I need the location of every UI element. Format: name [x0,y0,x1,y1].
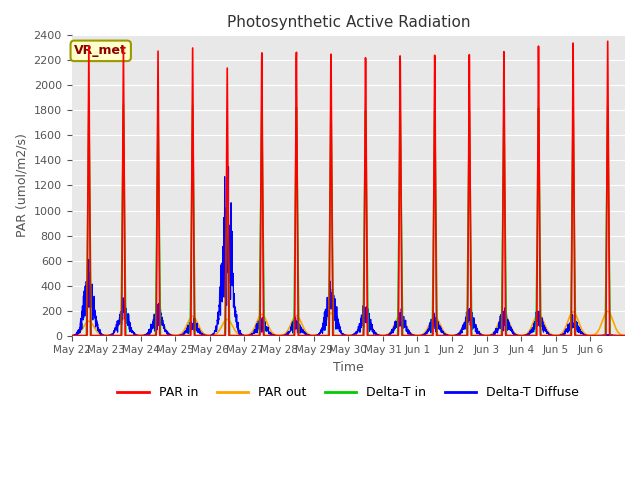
Y-axis label: PAR (umol/m2/s): PAR (umol/m2/s) [15,133,28,238]
Legend: PAR in, PAR out, Delta-T in, Delta-T Diffuse: PAR in, PAR out, Delta-T in, Delta-T Dif… [113,382,584,405]
X-axis label: Time: Time [333,361,364,374]
Title: Photosynthetic Active Radiation: Photosynthetic Active Radiation [227,15,470,30]
Text: VR_met: VR_met [74,44,127,57]
